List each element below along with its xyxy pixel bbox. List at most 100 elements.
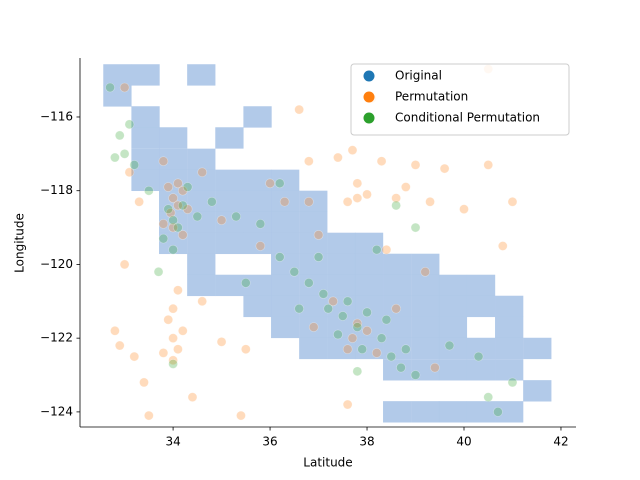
point <box>119 259 130 270</box>
legend-marker <box>363 112 375 124</box>
hist-cell <box>354 316 384 339</box>
point <box>323 303 334 314</box>
y-tick-label: −124 <box>40 404 73 418</box>
hist-cell <box>299 295 328 318</box>
point <box>342 399 353 410</box>
point <box>177 325 188 336</box>
hist-cell <box>466 401 496 423</box>
hist-cell <box>215 190 244 213</box>
point <box>197 167 207 178</box>
point <box>110 152 120 163</box>
hist-cell <box>327 253 356 276</box>
x-axis-label: Latitude <box>303 456 352 470</box>
point <box>376 156 387 167</box>
point <box>410 160 421 170</box>
point <box>163 182 174 192</box>
legend-label: Conditional Permutation <box>395 111 540 125</box>
hist-cell <box>411 253 440 276</box>
hist-cell <box>271 190 300 213</box>
x-tick-label: 34 <box>165 435 180 449</box>
point <box>439 163 450 174</box>
hist-cell <box>523 337 552 360</box>
point <box>274 252 285 262</box>
point <box>241 278 251 288</box>
point <box>241 344 251 355</box>
point <box>473 351 484 362</box>
point <box>371 348 382 358</box>
point <box>493 407 503 417</box>
hist-cell <box>159 127 188 149</box>
point <box>337 311 348 321</box>
point <box>401 182 411 192</box>
point <box>294 104 304 115</box>
hist-cell <box>299 337 328 360</box>
hist-cell <box>354 337 384 360</box>
hist-cell <box>383 316 412 339</box>
point <box>304 156 314 167</box>
hist-cell <box>299 274 328 297</box>
point <box>187 392 198 402</box>
hist-cell <box>383 359 412 381</box>
point <box>279 196 290 207</box>
hist-cell <box>159 190 188 213</box>
hist-cell <box>327 232 356 255</box>
hist-cell <box>215 274 244 297</box>
point <box>342 296 353 307</box>
hist-cell <box>215 127 244 149</box>
point <box>129 351 140 362</box>
point <box>444 340 455 351</box>
hist-cell <box>383 401 412 423</box>
hist-cell <box>187 232 216 255</box>
hist-cell <box>243 232 272 255</box>
hist-cell <box>438 337 468 360</box>
hist-cell <box>383 295 412 318</box>
y-tick-label: −118 <box>40 183 73 197</box>
point <box>347 333 358 343</box>
hist-cell <box>354 232 384 255</box>
hist-cell <box>159 211 188 234</box>
hist-cell <box>299 190 328 213</box>
point <box>352 366 363 377</box>
point <box>289 267 300 277</box>
point <box>420 267 431 277</box>
point <box>144 410 154 421</box>
point <box>192 211 203 222</box>
point <box>168 193 178 203</box>
x-tick-label: 38 <box>359 435 374 449</box>
hist-cell <box>103 64 132 86</box>
hist-cell <box>495 316 524 339</box>
point <box>507 377 518 388</box>
point <box>304 196 314 207</box>
hist-cell <box>187 253 216 276</box>
hist-cell <box>103 85 132 107</box>
hist-cell <box>243 274 272 297</box>
y-tick-label: −116 <box>40 109 73 123</box>
hist-cell <box>159 148 188 170</box>
hist-cell <box>159 169 188 192</box>
hist-cell <box>411 359 440 381</box>
hist-cell <box>243 295 272 318</box>
hist-cell <box>327 316 356 339</box>
hist-cell <box>243 211 272 234</box>
point <box>308 322 319 332</box>
point <box>182 204 193 214</box>
hist-cell <box>187 211 216 234</box>
hist-cell <box>271 274 300 297</box>
hist-cell <box>327 295 356 318</box>
point <box>396 362 406 373</box>
point <box>386 351 397 362</box>
point <box>119 149 130 159</box>
point <box>376 333 387 343</box>
hist-cell <box>411 316 440 339</box>
point <box>497 241 508 251</box>
point <box>255 241 266 251</box>
x-tick-label: 36 <box>262 435 277 449</box>
hist-cell <box>187 274 216 297</box>
hist-cell <box>243 169 272 192</box>
hist-cell <box>327 274 356 297</box>
hist-cell <box>438 316 468 339</box>
point <box>483 392 494 402</box>
point <box>114 340 125 351</box>
point <box>362 307 372 318</box>
